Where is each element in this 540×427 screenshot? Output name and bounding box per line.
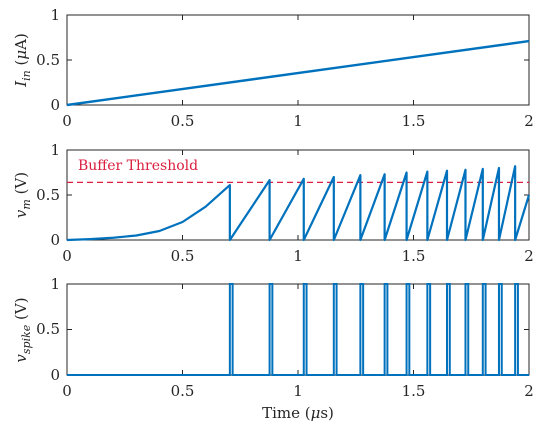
ytick-label: 1: [50, 141, 60, 159]
ytick-label: 1: [50, 275, 60, 293]
panel-spike-output: 0 0.5 1 1.5 2 0 0.5 1 vspike (V) Time (μ…: [12, 275, 534, 422]
ytick-label: 0: [50, 96, 60, 114]
threshold-label: Buffer Threshold: [78, 158, 198, 174]
plot-area-frame: [66, 14, 530, 106]
series-line-spike-output: [67, 283, 529, 376]
xtick-label: 1: [293, 382, 303, 400]
xtick-label: 0.5: [171, 382, 195, 400]
ytick-label: 0.5: [36, 320, 60, 338]
xtick-label: 0: [62, 247, 72, 265]
y-axis-label: Iin (μA): [12, 33, 33, 88]
ticks: [66, 283, 530, 376]
ticks: [66, 14, 530, 106]
series-line-membrane-voltage: [66, 165, 531, 242]
xtick-label: 0.5: [171, 247, 195, 265]
ytick-label: 0: [50, 366, 60, 384]
y-axis-label: vspike (V): [12, 297, 33, 362]
xtick-label: 0: [62, 382, 72, 400]
xtick-label: 1.5: [402, 382, 426, 400]
xtick-label: 0: [62, 112, 72, 130]
xtick-label: 1: [293, 112, 303, 130]
ytick-label: 0.5: [36, 186, 60, 204]
xtick-label: 2: [524, 247, 534, 265]
xtick-label: 2: [524, 382, 534, 400]
xtick-label: 1: [293, 247, 303, 265]
panel-input-current: 0 0.5 1 1.5 2 0 0.5 1 Iin (μA): [12, 6, 534, 130]
panel-membrane-voltage: 0 0.5 1 1.5 2 0 0.5 1 vm (V) Buffer Thre…: [12, 141, 534, 265]
xtick-label: 1.5: [402, 247, 426, 265]
series-line-input-current: [66, 39, 530, 107]
plot-area-frame: [66, 283, 530, 376]
xtick-label: 2: [524, 112, 534, 130]
xtick-label: 1.5: [402, 112, 426, 130]
xtick-label: 0.5: [171, 112, 195, 130]
x-axis-label: Time (μs): [262, 404, 334, 422]
y-axis-label: vm (V): [12, 172, 33, 218]
ytick-label: 0.5: [36, 51, 60, 69]
ytick-label: 1: [50, 6, 60, 24]
ytick-label: 0: [50, 231, 60, 249]
